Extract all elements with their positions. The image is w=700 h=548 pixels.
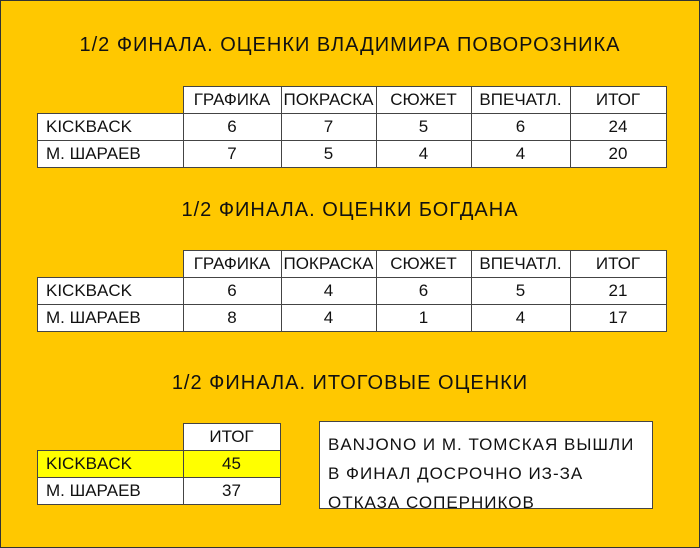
table-row: KICKBACK 45 — [37, 450, 281, 478]
score-cell: 4 — [280, 277, 377, 305]
score-cell: 6 — [182, 277, 282, 305]
table-title: 1/2 ФИНАЛА. ОЦЕНКИ ВЛАДИМИРА ПОВОРОЗНИКА — [79, 34, 621, 56]
table-row: М. ШАРАЕВ 8 4 1 4 17 — [37, 304, 667, 332]
score-cell: 21 — [569, 277, 667, 305]
score-cell: 1 — [375, 304, 472, 332]
participant-name: KICKBACK — [37, 450, 184, 478]
column-header: ИТОГ — [182, 423, 281, 451]
score-cell: 37 — [182, 477, 281, 505]
blank-cell — [38, 424, 184, 451]
column-header: ПОКРАСКА — [280, 250, 377, 278]
score-cell: 4 — [470, 140, 571, 168]
note-box: BANJONO И М. ТОМСКАЯ ВЫШЛИ В ФИНАЛ ДОСРО… — [319, 421, 653, 512]
score-cell: 4 — [470, 304, 571, 332]
participant-name: KICKBACK — [37, 277, 184, 305]
header-row: ГРАФИКА ПОКРАСКА СЮЖЕТ ВПЕЧАТЛ. ИТОГ — [38, 86, 667, 114]
table-row: KICKBACK 6 4 6 5 21 — [37, 277, 667, 305]
column-header: ПОКРАСКА — [280, 86, 377, 114]
score-cell: 5 — [470, 277, 571, 305]
score-cell: 8 — [182, 304, 282, 332]
table-row: KICKBACK 6 7 5 6 24 — [37, 113, 667, 141]
participant-name: М. ШАРАЕВ — [37, 140, 184, 168]
score-cell: 6 — [182, 113, 282, 141]
score-cell: 17 — [569, 304, 667, 332]
score-cell: 4 — [280, 304, 377, 332]
column-header: СЮЖЕТ — [375, 86, 472, 114]
participant-name: М. ШАРАЕВ — [37, 477, 184, 505]
scores-table: ГРАФИКА ПОКРАСКА СЮЖЕТ ВПЕЧАТЛ. ИТОГ KICKBACK… — [37, 250, 667, 332]
participant-name: М. ШАРАЕВ — [37, 304, 184, 332]
scores-table: ИТОГ KICKBACK 45 М. ШАРАЕВ 37 — [37, 423, 281, 505]
score-cell: 7 — [280, 113, 377, 141]
score-cell: 6 — [470, 113, 571, 141]
table-title: 1/2 ФИНАЛА. ИТОГОВЫЕ ОЦЕНКИ — [171, 372, 529, 394]
score-cell: 5 — [375, 113, 472, 141]
header-row: ИТОГ — [38, 423, 281, 451]
table-title: 1/2 ФИНАЛА. ОЦЕНКИ БОГДАНА — [181, 199, 519, 221]
score-cell: 20 — [569, 140, 667, 168]
score-cell: 4 — [375, 140, 472, 168]
column-header: ИТОГ — [569, 250, 667, 278]
participant-name: KICKBACK — [37, 113, 184, 141]
score-cell: 7 — [182, 140, 282, 168]
header-row: ГРАФИКА ПОКРАСКА СЮЖЕТ ВПЕЧАТЛ. ИТОГ — [38, 250, 667, 278]
blank-cell — [38, 87, 184, 114]
blank-cell — [38, 251, 184, 278]
table-row: М. ШАРАЕВ 7 5 4 4 20 — [37, 140, 667, 168]
column-header: ВПЕЧАТЛ. — [470, 86, 571, 114]
column-header: ВПЕЧАТЛ. — [470, 250, 571, 278]
scores-table: ГРАФИКА ПОКРАСКА СЮЖЕТ ВПЕЧАТЛ. ИТОГ KICKBACK… — [37, 86, 667, 168]
score-cell: 6 — [375, 277, 472, 305]
score-cell: 5 — [280, 140, 377, 168]
column-header: ГРАФИКА — [182, 86, 282, 114]
column-header: СЮЖЕТ — [375, 250, 472, 278]
score-cell: 45 — [182, 450, 281, 478]
column-header: ИТОГ — [569, 86, 667, 114]
table-row: М. ШАРАЕВ 37 — [37, 477, 281, 505]
column-header: ГРАФИКА — [182, 250, 282, 278]
score-cell: 24 — [569, 113, 667, 141]
